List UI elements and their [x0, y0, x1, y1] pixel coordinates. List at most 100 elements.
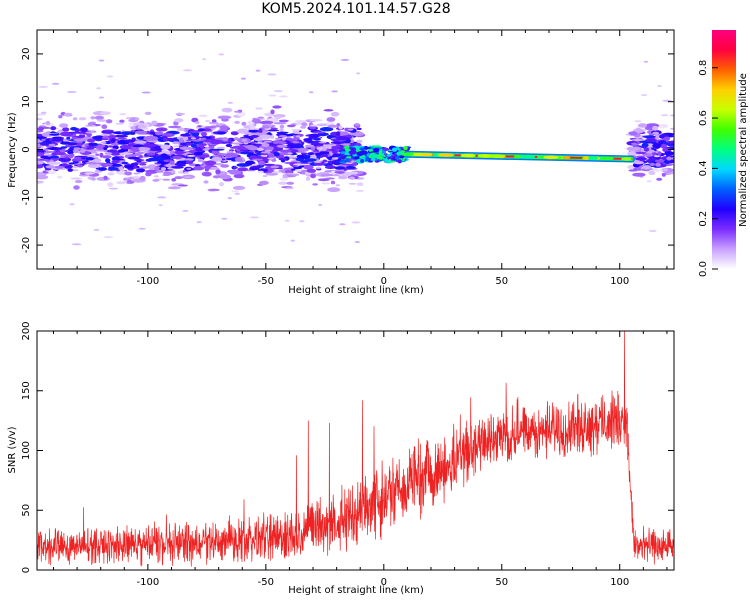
spectrogram-cell [291, 168, 296, 171]
spectrogram-cell [646, 159, 652, 163]
spectrogram-cell [100, 141, 107, 144]
spectrogram-cell [287, 152, 293, 155]
spectrogram-cell [62, 127, 70, 132]
spectrogram-cell [157, 196, 167, 199]
spectrogram-cell [350, 131, 364, 137]
spectrogram-cell [231, 142, 244, 145]
snr-ticks: -100 -50 0 50 100 0 50 100 150 200 [21, 321, 674, 588]
spectrogram-cell [103, 175, 108, 180]
spectrogram-cell [278, 157, 288, 161]
spectrogram-cell [104, 152, 113, 155]
spectrogram-cell [252, 158, 263, 161]
spectrogram-cell [666, 156, 672, 161]
spectrogram-cell [160, 167, 167, 171]
spectrogram-cell [62, 167, 66, 170]
spectrogram-cell [656, 177, 663, 181]
spectrogram-cell [190, 137, 196, 140]
spectrogram-cell [321, 147, 327, 151]
spectrogram-cell [60, 146, 68, 149]
spectrogram-cell [66, 91, 77, 93]
spectrogram-cell [331, 145, 340, 149]
spectrogram-cell [195, 147, 203, 152]
spectrogram-cell [201, 171, 212, 177]
y-tick-label: -20 [21, 237, 32, 253]
spectrogram-cell [331, 149, 338, 154]
spectrogram-cell [117, 137, 128, 140]
spectrogram-cell [193, 141, 204, 144]
spectrogram-cell [259, 120, 274, 125]
spectrogram-cell [654, 136, 660, 139]
spectrogram-cell [154, 131, 164, 136]
spectrogram-cell [327, 124, 338, 128]
x-tick-label: 50 [495, 276, 508, 287]
spectrogram-cell [98, 59, 105, 62]
colorbar-tick-label: 0.6 [698, 110, 709, 126]
spectrogram-cell [395, 155, 400, 160]
spectrogram-cell [637, 123, 648, 128]
spectrogram-cell [290, 239, 295, 242]
spectrogram-cell [228, 169, 242, 175]
spectrogram-cell [301, 122, 308, 127]
spectrogram-cell [318, 204, 323, 206]
spectrogram-cell [639, 140, 648, 143]
colorbar: 0.0 0.2 0.4 0.6 0.8 Normalized spectral ampl… [698, 30, 749, 277]
spectrogram-cell [356, 182, 364, 186]
spectrogram-cell [289, 143, 302, 146]
spectrogram-cell [80, 148, 86, 153]
spectrogram-cell [170, 166, 184, 169]
spectrogram-cell [316, 166, 321, 169]
spectrogram-cell [626, 146, 641, 152]
spectrogram-cell [73, 147, 81, 151]
spectrogram-cell [661, 173, 666, 177]
spectrogram-cell [37, 113, 47, 116]
spectrogram-cell [249, 216, 260, 219]
spectrogram-cell [153, 156, 165, 162]
spectrogram-cell [135, 118, 140, 121]
spectrogram-cell [439, 153, 454, 157]
spectrogram-cell [153, 175, 159, 178]
spectrogram-cell [119, 119, 125, 123]
spectrogram-cell [37, 160, 44, 165]
x-tick-label: -50 [258, 577, 274, 588]
spectrogram-cell [234, 110, 240, 113]
spectrogram-cell [45, 165, 56, 169]
spectrogram-cell [211, 148, 225, 151]
spectrogram-cell [246, 129, 260, 133]
spectrogram-cell [264, 149, 273, 152]
spectrogram-cell [654, 155, 660, 158]
spectrogram-cell [330, 111, 340, 117]
spectrogram-cell [73, 166, 78, 169]
spectrogram-cell [310, 173, 316, 179]
y-tick-label: 0 [21, 567, 32, 573]
spectrogram-cell [204, 160, 216, 166]
spectrogram-cell [563, 155, 571, 160]
spectrogram-cell [155, 170, 164, 173]
spectrogram-cell [107, 172, 115, 176]
spectrogram-cell [384, 158, 389, 163]
spectrogram-cell [279, 149, 292, 153]
spectrogram-cell [267, 73, 277, 76]
spectrogram-cell [124, 164, 134, 169]
spectrogram-cell [314, 162, 326, 166]
spectrogram-cell [94, 170, 103, 173]
spectrogram-cell [101, 135, 110, 140]
spectrogram-cell [351, 221, 361, 224]
spectrogram-cell [222, 137, 229, 142]
spectrogram-cell [49, 155, 60, 159]
spectrogram-cell [211, 156, 223, 162]
spectrogram-cell [46, 161, 61, 165]
spectrogram-cell [290, 173, 300, 176]
spectrogram-cell [133, 172, 140, 175]
spectrogram-cell [212, 175, 221, 179]
spectrogram-cell [266, 129, 280, 132]
spectrogram-cell [178, 137, 184, 143]
spectrogram-cell [641, 142, 649, 148]
spectrogram-cell [637, 167, 642, 171]
spectrogram-cell [132, 140, 147, 144]
spectrogram-cell [109, 167, 119, 171]
spectrogram-cell [133, 144, 146, 148]
spectrogram-cell [652, 125, 659, 131]
spectrogram-cell [185, 132, 190, 136]
spectrogram-cell [197, 158, 204, 163]
spectrogram-cell [330, 141, 345, 145]
